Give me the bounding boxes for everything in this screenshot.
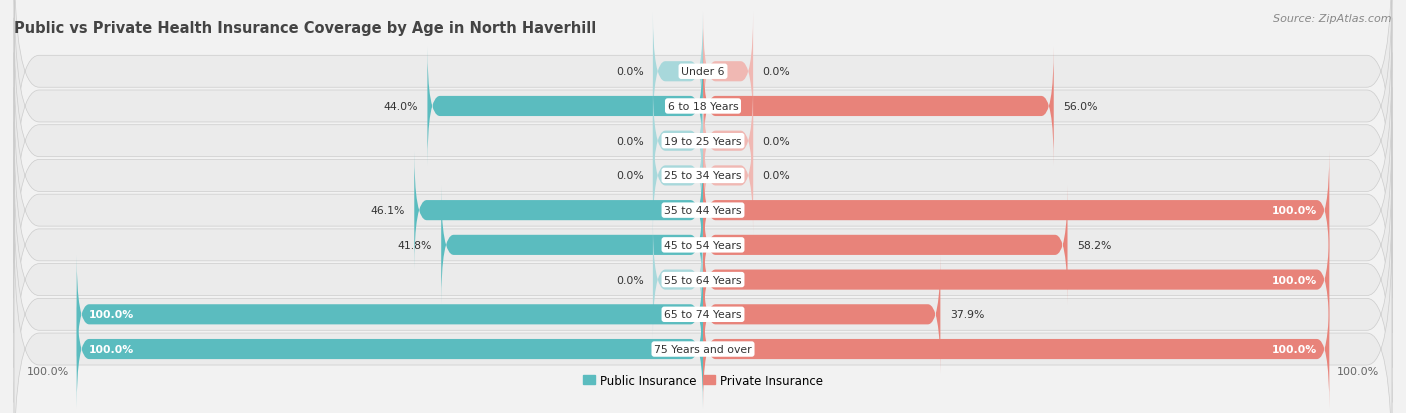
FancyBboxPatch shape xyxy=(652,221,703,339)
Text: 37.9%: 37.9% xyxy=(950,310,984,320)
FancyBboxPatch shape xyxy=(703,47,1053,166)
FancyBboxPatch shape xyxy=(14,157,1392,403)
Text: 100.0%: 100.0% xyxy=(1337,366,1379,376)
FancyBboxPatch shape xyxy=(14,19,1392,264)
Text: 35 to 44 Years: 35 to 44 Years xyxy=(664,206,742,216)
FancyBboxPatch shape xyxy=(14,123,1392,368)
Text: 6 to 18 Years: 6 to 18 Years xyxy=(668,102,738,112)
Legend: Public Insurance, Private Insurance: Public Insurance, Private Insurance xyxy=(578,369,828,392)
FancyBboxPatch shape xyxy=(703,117,754,235)
Text: 56.0%: 56.0% xyxy=(1063,102,1098,112)
FancyBboxPatch shape xyxy=(14,0,1392,195)
Text: Source: ZipAtlas.com: Source: ZipAtlas.com xyxy=(1274,14,1392,24)
FancyBboxPatch shape xyxy=(441,186,703,304)
FancyBboxPatch shape xyxy=(14,88,1392,333)
FancyBboxPatch shape xyxy=(14,53,1392,299)
Text: 65 to 74 Years: 65 to 74 Years xyxy=(664,310,742,320)
Text: 100.0%: 100.0% xyxy=(27,366,69,376)
Text: 100.0%: 100.0% xyxy=(1271,206,1317,216)
FancyBboxPatch shape xyxy=(703,152,1329,270)
Text: 45 to 54 Years: 45 to 54 Years xyxy=(664,240,742,250)
FancyBboxPatch shape xyxy=(77,255,703,374)
FancyBboxPatch shape xyxy=(415,152,703,270)
Text: 25 to 34 Years: 25 to 34 Years xyxy=(664,171,742,181)
Text: 100.0%: 100.0% xyxy=(1271,344,1317,354)
FancyBboxPatch shape xyxy=(14,0,1392,229)
Text: 0.0%: 0.0% xyxy=(616,136,644,146)
FancyBboxPatch shape xyxy=(14,192,1392,413)
FancyBboxPatch shape xyxy=(703,13,754,131)
FancyBboxPatch shape xyxy=(652,82,703,201)
FancyBboxPatch shape xyxy=(703,221,1329,339)
FancyBboxPatch shape xyxy=(652,117,703,235)
Text: 75 Years and over: 75 Years and over xyxy=(654,344,752,354)
Text: 41.8%: 41.8% xyxy=(398,240,432,250)
Text: 100.0%: 100.0% xyxy=(89,344,135,354)
Text: 55 to 64 Years: 55 to 64 Years xyxy=(664,275,742,285)
Text: 46.1%: 46.1% xyxy=(371,206,405,216)
Text: Public vs Private Health Insurance Coverage by Age in North Haverhill: Public vs Private Health Insurance Cover… xyxy=(14,21,596,36)
Text: 0.0%: 0.0% xyxy=(616,67,644,77)
Text: 0.0%: 0.0% xyxy=(762,136,790,146)
Text: 0.0%: 0.0% xyxy=(616,275,644,285)
FancyBboxPatch shape xyxy=(703,186,1067,304)
Text: 0.0%: 0.0% xyxy=(762,67,790,77)
FancyBboxPatch shape xyxy=(14,227,1392,413)
Text: 19 to 25 Years: 19 to 25 Years xyxy=(664,136,742,146)
Text: 0.0%: 0.0% xyxy=(762,171,790,181)
Text: 100.0%: 100.0% xyxy=(89,310,135,320)
FancyBboxPatch shape xyxy=(652,13,703,131)
FancyBboxPatch shape xyxy=(427,47,703,166)
Text: Under 6: Under 6 xyxy=(682,67,724,77)
FancyBboxPatch shape xyxy=(703,255,941,374)
Text: 0.0%: 0.0% xyxy=(616,171,644,181)
Text: 58.2%: 58.2% xyxy=(1077,240,1111,250)
Text: 100.0%: 100.0% xyxy=(1271,275,1317,285)
FancyBboxPatch shape xyxy=(703,290,1329,408)
Text: 44.0%: 44.0% xyxy=(384,102,418,112)
FancyBboxPatch shape xyxy=(77,290,703,408)
FancyBboxPatch shape xyxy=(703,82,754,201)
